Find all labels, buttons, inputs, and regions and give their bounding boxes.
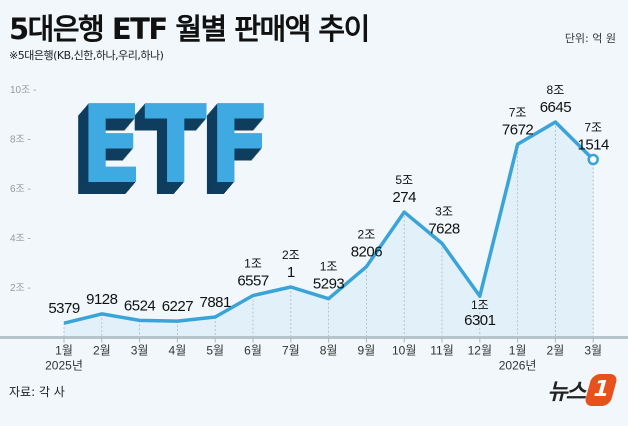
data-label-value: 1514 (578, 137, 610, 154)
y-tick-label: 4조 - (10, 234, 31, 245)
etf-3d-decoration: ETF (80, 83, 274, 208)
year-label: 2026년 (499, 359, 537, 373)
logo-mark: 1 (583, 374, 619, 406)
data-label-jo: 2조 (282, 248, 300, 262)
data-label-jo: 7조 (584, 121, 602, 135)
data-label-value: 6645 (540, 99, 572, 116)
source-label: 자료: 각 사 (9, 385, 65, 399)
data-label-value: 1 (287, 264, 295, 281)
x-tick-label: 3월 (584, 344, 602, 358)
data-label-value: 7672 (502, 121, 534, 138)
x-tick-label: 7월 (282, 344, 300, 358)
data-label-value: 6227 (162, 298, 194, 315)
x-tick-label: 5월 (206, 344, 224, 358)
data-label-jo: 5조 (395, 173, 413, 187)
x-tick-label: 4월 (169, 344, 187, 358)
data-label-jo: 2조 (358, 228, 376, 242)
data-label-jo: 1조 (244, 257, 262, 271)
x-tick-label: 12월 (468, 344, 492, 358)
data-label-value: 6301 (464, 312, 496, 329)
data-label-value: 7628 (428, 220, 460, 237)
x-tick-label: 11월 (430, 344, 454, 358)
news1-logo: 뉴스 1 (547, 374, 619, 406)
unit-label: 단위: 억 원 (564, 32, 616, 45)
data-label-jo: 7조 (509, 105, 527, 119)
data-label-value: 9128 (86, 291, 118, 308)
data-label-jo: 1조 (320, 260, 338, 274)
x-tick-label: 3월 (131, 344, 149, 358)
x-tick-label: 8월 (320, 344, 338, 358)
data-label-value: 6524 (124, 297, 156, 314)
data-label-value: 5379 (48, 300, 80, 317)
y-tick-label: 8조 - (10, 135, 31, 146)
data-label-value: 5293 (313, 276, 345, 293)
area-fill (64, 122, 594, 337)
last-point-marker (587, 153, 599, 166)
data-label-value: 8206 (351, 244, 383, 261)
x-tick-label: 9월 (358, 344, 376, 358)
x-tick-label: 1월 (509, 344, 527, 358)
x-tick-label: 1월 (55, 344, 73, 358)
series-line (63, 120, 595, 325)
footnote: ※5대은행(KB,신한,하나,우리,하나) (9, 49, 164, 62)
y-tick-label: 2조 - (10, 283, 31, 294)
data-label-jo: 1조 (471, 298, 489, 312)
data-label-jo: 3조 (435, 204, 453, 218)
data-label-value: 7881 (200, 294, 232, 311)
x-tick-label: 10월 (392, 344, 416, 358)
x-tick-label: 2월 (547, 344, 565, 358)
y-tick-label: 6조 - (10, 184, 31, 195)
data-label-jo: 8조 (547, 83, 565, 97)
x-tick-label: 2월 (93, 344, 111, 358)
x-tick-label: 6월 (244, 344, 262, 358)
data-label-value: 6557 (237, 273, 269, 290)
data-label-value: 274 (392, 189, 416, 206)
y-tick-label: 10조 - (10, 85, 36, 96)
chart-title: 5대은행 ETF 월별 판매액 추이 (9, 12, 370, 46)
year-label: 2025년 (45, 359, 83, 373)
logo-text: 뉴스 (547, 380, 587, 405)
